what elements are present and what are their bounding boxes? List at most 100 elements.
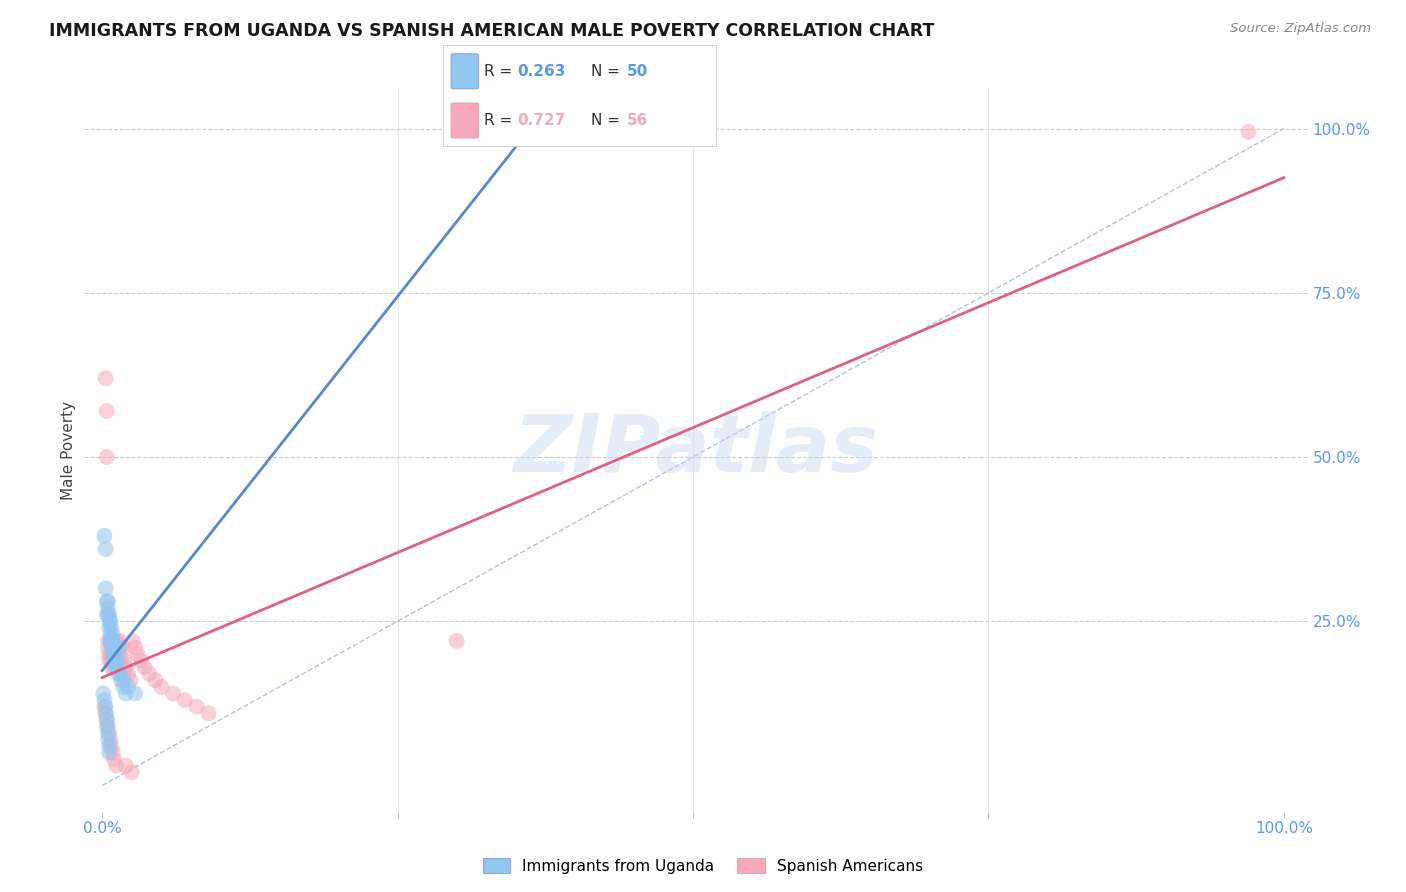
Point [108, 634, 131, 648]
Point [96, 713, 118, 727]
Point [124, 640, 146, 655]
Point [94, 371, 117, 385]
Point [134, 660, 156, 674]
Point [107, 640, 129, 655]
Point [97, 601, 120, 615]
Point [98, 732, 121, 747]
Point [100, 739, 122, 753]
Point [97, 719, 120, 733]
Point [124, 686, 146, 700]
Point [129, 654, 152, 668]
Text: R =: R = [484, 113, 517, 128]
Text: 50: 50 [627, 63, 648, 78]
Point [114, 654, 136, 668]
Point [114, 660, 136, 674]
Point [100, 640, 122, 655]
Point [96, 719, 118, 733]
Point [107, 666, 129, 681]
Point [101, 634, 124, 648]
Point [101, 647, 124, 661]
Point [108, 666, 131, 681]
Point [98, 654, 121, 668]
Point [112, 680, 135, 694]
Point [93, 693, 115, 707]
Text: Source: ZipAtlas.com: Source: ZipAtlas.com [1230, 22, 1371, 36]
Point [112, 640, 135, 655]
Point [101, 627, 124, 641]
Point [111, 660, 134, 674]
Point [91, 686, 114, 700]
Point [105, 660, 128, 674]
Point [112, 666, 135, 681]
Point [98, 739, 121, 753]
Point [94, 582, 117, 596]
Point [105, 660, 128, 674]
Point [96, 713, 118, 727]
Point [104, 647, 127, 661]
Point [117, 680, 139, 694]
Point [108, 647, 131, 661]
Point [103, 654, 125, 668]
Point [96, 450, 118, 464]
Text: 0.263: 0.263 [517, 63, 565, 78]
Point [103, 654, 125, 668]
Point [101, 640, 124, 655]
Point [96, 404, 118, 418]
Point [100, 660, 122, 674]
Point [94, 541, 117, 556]
Point [105, 758, 128, 772]
Point [107, 654, 129, 668]
Point [100, 654, 122, 668]
Point [98, 614, 121, 628]
Text: IMMIGRANTS FROM UGANDA VS SPANISH AMERICAN MALE POVERTY CORRELATION CHART: IMMIGRANTS FROM UGANDA VS SPANISH AMERIC… [49, 22, 935, 40]
Point [150, 680, 173, 694]
Point [105, 660, 128, 674]
Point [100, 621, 122, 635]
Point [97, 726, 120, 740]
Point [110, 654, 132, 668]
FancyBboxPatch shape [451, 54, 478, 88]
Point [97, 640, 120, 655]
Y-axis label: Male Poverty: Male Poverty [60, 401, 76, 500]
Point [114, 758, 136, 772]
Point [98, 614, 121, 628]
Point [98, 647, 121, 661]
Point [97, 634, 120, 648]
Point [96, 607, 118, 622]
Point [143, 673, 166, 688]
Legend: Immigrants from Uganda, Spanish Americans: Immigrants from Uganda, Spanish American… [477, 852, 929, 880]
Point [114, 686, 136, 700]
FancyBboxPatch shape [443, 45, 717, 147]
Point [103, 647, 125, 661]
Text: R =: R = [484, 63, 517, 78]
Point [94, 706, 117, 721]
Point [138, 666, 160, 681]
Point [446, 634, 468, 648]
Point [110, 673, 132, 688]
Point [197, 706, 219, 721]
Point [104, 654, 127, 668]
Point [103, 660, 125, 674]
Point [93, 699, 115, 714]
FancyBboxPatch shape [451, 103, 478, 138]
Point [173, 693, 195, 707]
Point [93, 529, 115, 543]
Point [127, 647, 149, 661]
Point [505, 125, 527, 139]
Point [186, 699, 208, 714]
Text: N =: N = [591, 113, 624, 128]
Point [97, 594, 120, 608]
Point [94, 706, 117, 721]
Point [103, 634, 125, 648]
Point [98, 627, 121, 641]
Point [108, 640, 131, 655]
Point [112, 673, 135, 688]
Point [94, 699, 117, 714]
Point [98, 746, 121, 760]
Point [98, 634, 121, 648]
Point [117, 666, 139, 681]
Point [121, 634, 143, 648]
Point [98, 634, 121, 648]
Point [100, 634, 122, 648]
Point [98, 621, 121, 635]
